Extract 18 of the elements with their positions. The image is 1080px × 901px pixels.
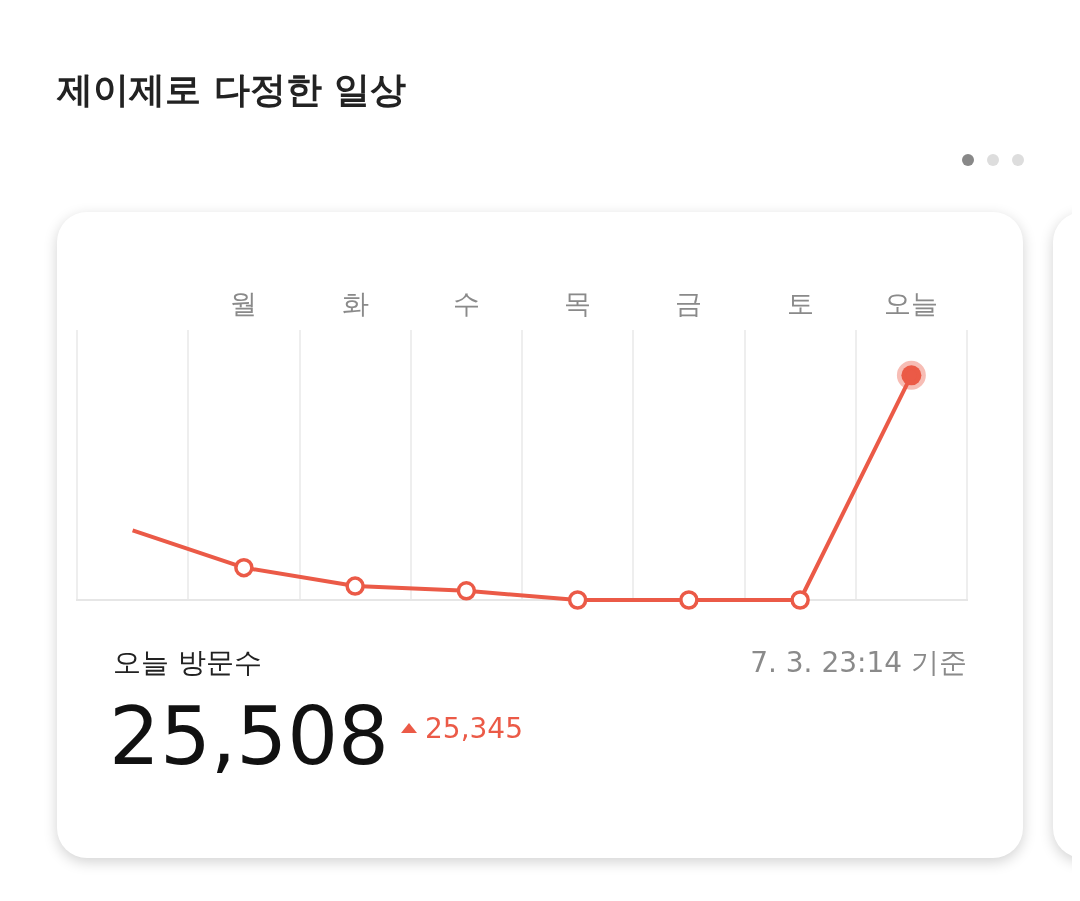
x-tick-label: 금	[675, 288, 703, 320]
x-tick-label: 토	[786, 288, 814, 320]
chart-title: 제이제로 다정한 일상	[57, 68, 407, 112]
point	[345, 576, 365, 596]
x-tick-label: 수	[452, 288, 480, 320]
text: 25,345	[425, 711, 523, 745]
text: 7. 3. 23:14 기준	[750, 645, 967, 681]
x-tick-label: 화	[341, 288, 369, 320]
point	[567, 590, 588, 610]
text: 오늘 방문수	[113, 645, 262, 681]
text: 25,508	[109, 690, 389, 783]
x-tick-label: 오늘	[884, 288, 939, 320]
x-tick-label: 월	[230, 288, 258, 320]
point	[679, 590, 699, 610]
point	[790, 590, 810, 610]
point	[234, 557, 254, 578]
x-tick-label: 목	[564, 288, 592, 320]
point	[456, 581, 477, 601]
